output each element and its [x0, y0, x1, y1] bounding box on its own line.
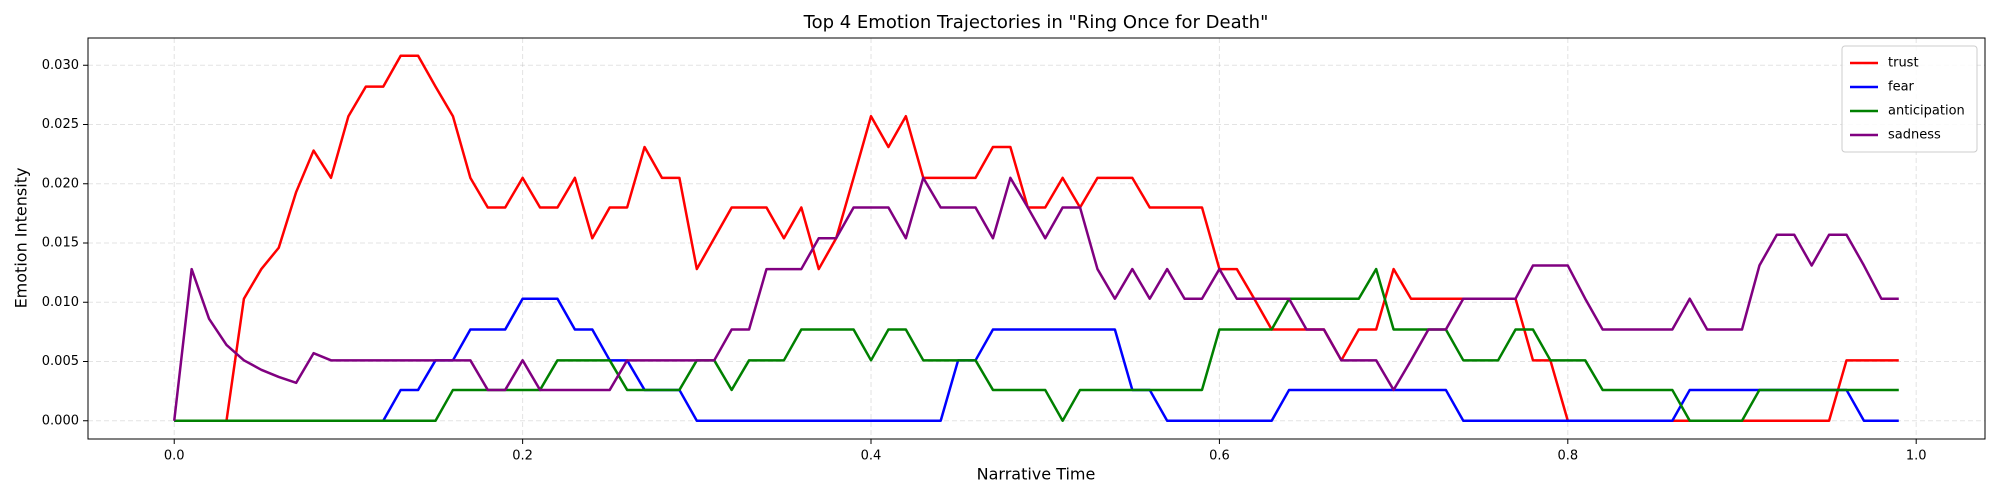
series-line: [172, 176, 1899, 421]
x-tick-label: 0.4: [861, 449, 882, 464]
series-line: [174, 267, 1899, 422]
legend-label: trust: [1888, 56, 1919, 71]
x-axis-label: Narrative Time: [977, 465, 1096, 484]
y-tick-label: 0.025: [42, 117, 79, 132]
x-tick-label: 0.2: [512, 449, 533, 464]
x-tick-label: 1.0: [1906, 449, 1927, 464]
legend-box: [1841, 45, 1978, 153]
y-tick-label: 0.005: [42, 354, 79, 369]
y-tick-label: 0.015: [42, 236, 79, 251]
x-tick-label: 0.6: [1209, 449, 1230, 464]
y-tick-label: 0.030: [42, 58, 79, 73]
legend-label: fear: [1888, 80, 1915, 95]
legend: trust fear anticipation sadness: [1841, 45, 1978, 153]
x-tick-label: 0.8: [1557, 449, 1578, 464]
y-axis-label: Emotion Intensity: [12, 168, 31, 309]
legend-label: anticipation: [1888, 104, 1965, 119]
chart-title: Top 4 Emotion Trajectories in "Ring Once…: [803, 12, 1269, 33]
y-tick-label: 0.000: [42, 413, 79, 428]
plot-frame: [87, 37, 1986, 440]
legend-label: sadness: [1888, 128, 1941, 143]
y-tick-label: 0.020: [42, 176, 79, 191]
series-line: [174, 297, 1899, 422]
y-tick-label: 0.010: [42, 295, 79, 310]
x-tick-label: 0.0: [164, 449, 185, 464]
